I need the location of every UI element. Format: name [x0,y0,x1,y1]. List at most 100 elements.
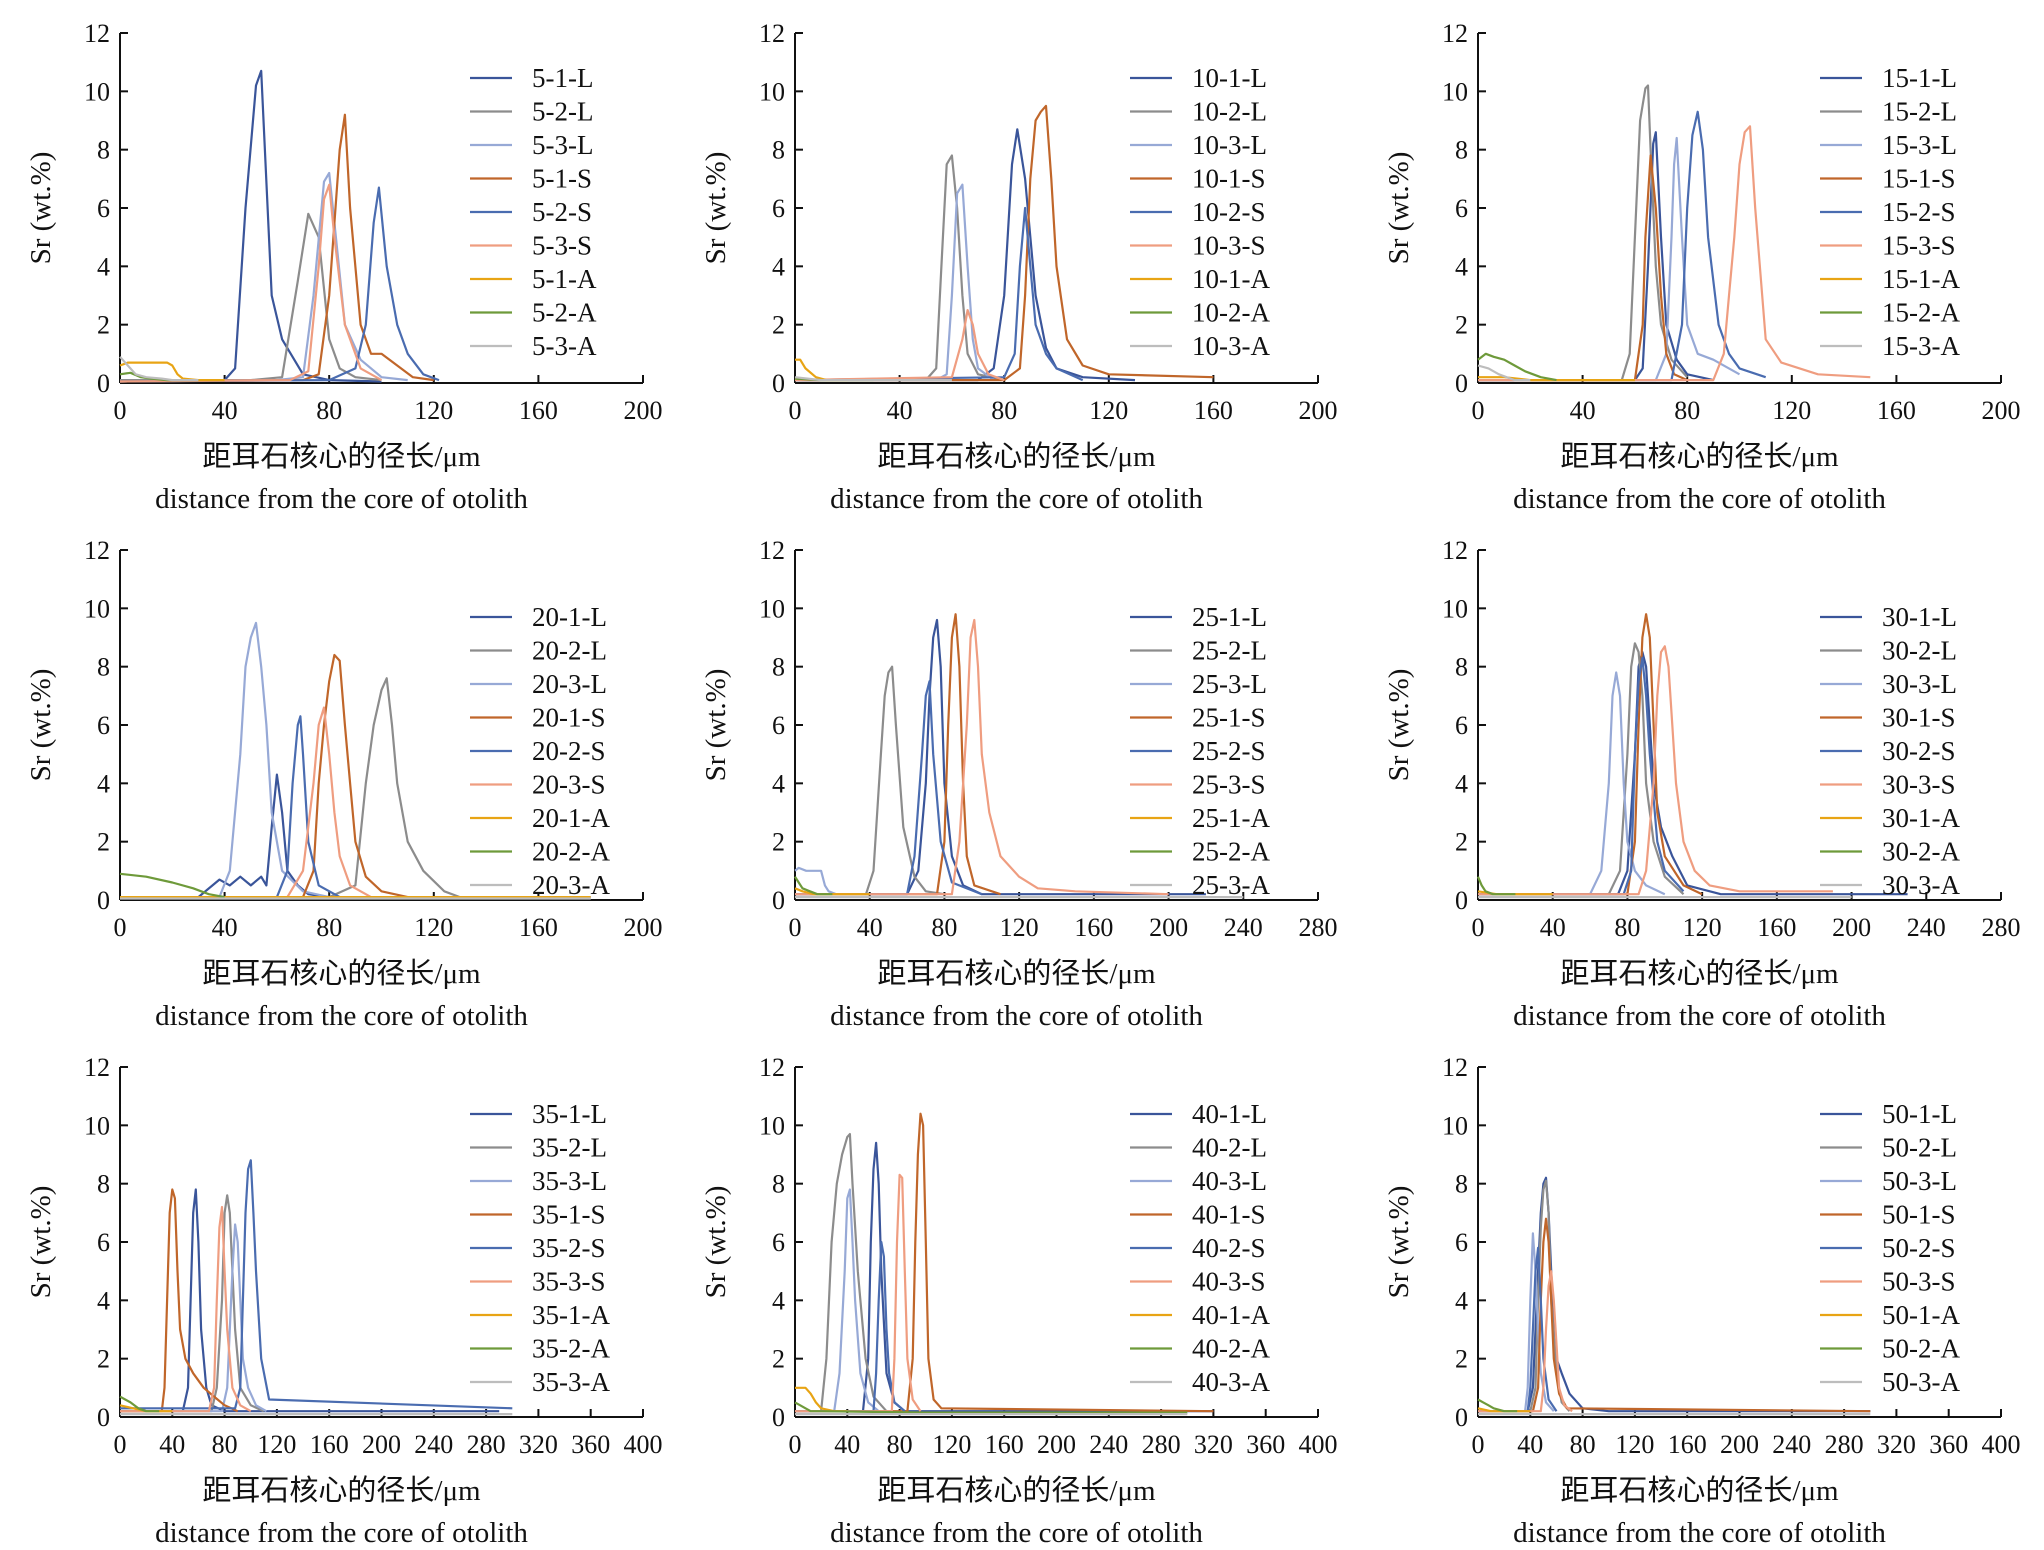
y-tick-label: 2 [772,1345,785,1374]
x-tick-label: 200 [1832,913,1871,942]
series-line [1478,154,1688,382]
legend-label: 10-3-S [1192,231,1266,261]
x-tick-label: 80 [931,913,957,942]
legend-label: 5-1-S [532,164,592,194]
x-tick-label: 240 [1224,913,1263,942]
legend-label: 50-1-L [1882,1099,1957,1129]
legend-label: 5-2-A [532,298,597,328]
series-line [794,309,1005,382]
x-tick-label: 160 [1074,913,1113,942]
x-tick-label: 240 [414,1430,453,1459]
x-tick-label: 0 [1472,913,1485,942]
y-tick-label: 0 [1455,886,1468,915]
legend-label: 15-3-L [1882,130,1957,160]
y-tick-label: 8 [772,653,785,682]
y-tick-label: 0 [1455,369,1468,398]
x-tick-label: 160 [519,913,558,942]
y-tick-label: 4 [772,1286,785,1315]
legend-label: 5-3-S [532,231,592,261]
y-tick-label: 6 [97,711,110,740]
legend-label: 25-1-A [1192,803,1270,833]
x-tick-label: 160 [1757,913,1796,942]
legend-label: 20-1-A [532,803,610,833]
series-line [119,186,440,383]
series-line [795,128,1136,382]
series-line [120,621,330,899]
x-tick-label: 120 [414,396,453,425]
legend-label: 10-2-A [1192,298,1270,328]
series-line [120,653,408,899]
series-line [1477,352,1557,382]
x-tick-label: 0 [789,396,802,425]
legend-label: 5-1-L [532,63,593,93]
x-tick-label: 240 [1772,1430,1811,1459]
x-axis-label-en: distance from the core of otolith [1513,483,1886,515]
legend-label: 20-2-A [532,837,610,867]
series-line [1478,1270,1573,1413]
y-tick-label: 0 [772,1403,785,1432]
series-line [119,183,383,383]
series-line [1478,131,1714,382]
legend-label: 10-1-A [1192,264,1270,294]
legend-label: 15-1-S [1882,164,1956,194]
y-axis-label: Sr (wt.%) [25,1186,57,1299]
series-line [120,1205,252,1413]
x-tick-label: 240 [1907,913,1946,942]
series-line [1478,1246,1558,1413]
x-tick-label: 120 [1000,913,1039,942]
legend-label: 35-1-S [532,1200,606,1230]
y-tick-label: 12 [84,536,110,565]
x-tick-label: 80 [1674,396,1700,425]
x-axis-label-cn: 距耳石核心的径长/μm [202,1474,481,1507]
series-line [795,680,983,896]
series-line [795,665,945,896]
legend-label: 40-3-A [1192,1367,1270,1397]
y-tick-label: 10 [84,594,110,623]
y-axis-label: Sr (wt.%) [1383,152,1415,265]
legend-label: 30-2-S [1882,736,1956,766]
x-axis-label-en: distance from the core of otolith [830,483,1203,515]
y-tick-label: 0 [97,1403,110,1432]
y-tick-label: 2 [1455,1345,1468,1374]
legend-label: 30-1-S [1882,703,1956,733]
legend-label: 30-1-A [1882,803,1960,833]
y-tick-label: 8 [1455,136,1468,165]
x-tick-label: 200 [1720,1430,1759,1459]
x-tick-label: 160 [1668,1430,1707,1459]
series-line [119,356,199,382]
x-tick-label: 0 [789,1430,802,1459]
y-tick-label: 10 [84,77,110,106]
y-tick-label: 10 [1442,1111,1468,1140]
series-line [795,1112,1214,1413]
legend-label: 15-2-A [1882,298,1960,328]
legend-label: 35-3-L [532,1166,607,1196]
y-tick-label: 12 [759,19,785,48]
x-tick-label: 80 [1570,1430,1596,1459]
legend-label: 25-1-S [1192,703,1266,733]
x-axis-label-en: distance from the core of otolith [155,483,528,515]
x-tick-label: 120 [414,913,453,942]
series-line [795,154,1005,382]
x-tick-label: 400 [1299,1430,1338,1459]
legend-label: 25-2-S [1192,736,1266,766]
legend-label: 15-3-S [1882,231,1956,261]
y-tick-label: 4 [772,252,785,281]
legend-label: 40-1-L [1192,1099,1267,1129]
y-tick-label: 2 [1455,311,1468,340]
y-tick-label: 4 [772,769,785,798]
y-tick-label: 6 [1455,194,1468,223]
x-tick-label: 120 [1772,396,1811,425]
x-tick-label: 40 [857,913,883,942]
series-line [795,1132,888,1413]
x-tick-label: 160 [985,1430,1024,1459]
legend-label: 50-1-A [1882,1300,1960,1330]
y-tick-label: 8 [97,136,110,165]
y-tick-label: 10 [759,1111,785,1140]
y-tick-label: 4 [1455,252,1468,281]
x-tick-label: 0 [114,913,127,942]
x-tick-label: 200 [1037,1430,1076,1459]
x-tick-label: 200 [1149,913,1188,942]
